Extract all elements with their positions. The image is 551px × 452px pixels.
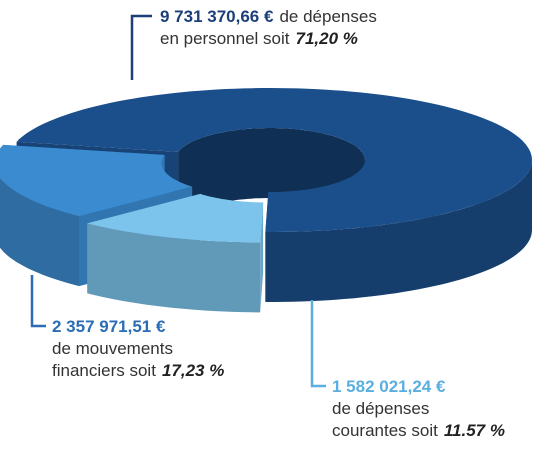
- end-face: [260, 202, 264, 313]
- labels: 9 731 370,66 € de dépenses en personnel so…: [30, 7, 505, 440]
- top-face: [16, 88, 533, 232]
- category-line: courantes soit: [332, 421, 438, 440]
- leader-line: [30, 275, 46, 328]
- amount: 9 731 370,66 €: [160, 7, 274, 26]
- amount: 1 582 021,24 €: [332, 377, 446, 396]
- top-face: [87, 193, 264, 243]
- category-line: de dépenses: [332, 399, 429, 418]
- category-line: de mouvements: [52, 339, 173, 358]
- value-label: 11.57 %: [444, 421, 505, 440]
- outer-wall: [0, 177, 79, 287]
- category-line: financiers soit: [52, 361, 156, 380]
- donut: [0, 88, 533, 313]
- label: 9 731 370,66 € de dépenses en personnel so…: [160, 7, 377, 48]
- outer-wall: [265, 160, 532, 302]
- value-label: 71,20 %: [295, 29, 357, 48]
- value-label: 17,23 %: [162, 361, 224, 380]
- label: 2 357 971,51 € de mouvements financiers so…: [52, 317, 224, 380]
- category-line: en personnel soit: [160, 29, 290, 48]
- amount: 2 357 971,51 €: [52, 317, 166, 336]
- top-face: [0, 144, 193, 217]
- label: 1 582 021,24 € de dépenses courantes soit 1…: [332, 377, 505, 440]
- inner-wall: [178, 128, 365, 230]
- leader-line: [310, 300, 326, 388]
- outer-wall: [87, 223, 261, 313]
- leader-line: [130, 14, 152, 80]
- category-line: de dépenses: [279, 7, 376, 26]
